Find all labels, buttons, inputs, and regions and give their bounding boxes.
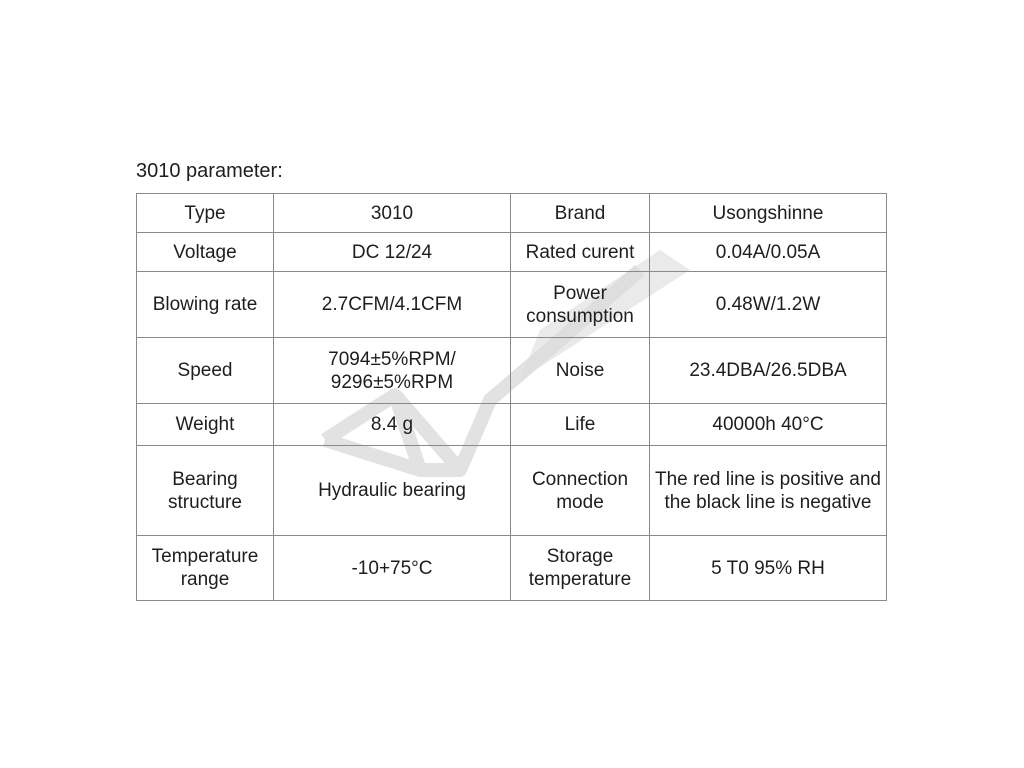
table-row: Bearing structure Hydraulic bearing Connec… [136, 445, 887, 536]
param-label: Blowing rate [136, 271, 274, 338]
param-label: Type [136, 193, 274, 233]
param-value: 0.48W/1.2W [649, 271, 887, 338]
table-row: Blowing rate 2.7CFM/4.1CFM Power consumpti… [136, 271, 887, 338]
param-label: Power consumption [510, 271, 650, 338]
table-caption: 3010 parameter: [136, 160, 283, 182]
param-label: Life [510, 403, 650, 446]
param-value: 8.4 g [273, 403, 511, 446]
param-value: 5 T0 95% RH [649, 535, 887, 601]
param-label: Noise [510, 337, 650, 404]
parameter-table: Type 3010 Brand Usongshinne Voltage DC 12/24 R… [136, 193, 887, 601]
param-label: Voltage [136, 232, 274, 272]
param-value: 0.04A/0.05A [649, 232, 887, 272]
param-label: Connection mode [510, 445, 650, 536]
param-value: Hydraulic bearing [273, 445, 511, 536]
param-value: 2.7CFM/4.1CFM [273, 271, 511, 338]
param-label: Brand [510, 193, 650, 233]
param-value: 7094±5%RPM/ 9296±5%RPM [273, 337, 511, 404]
param-label: Weight [136, 403, 274, 446]
param-value: -10+75°C [273, 535, 511, 601]
param-value: DC 12/24 [273, 232, 511, 272]
table-row: Temperature range -10+75°C Storage tempera… [136, 535, 887, 601]
param-value: Usongshinne [649, 193, 887, 233]
param-value: The red line is positive and the black l… [649, 445, 887, 536]
param-label: Bearing structure [136, 445, 274, 536]
table-row: Weight 8.4 g Life 40000h 40°C [136, 403, 887, 446]
param-label: Rated curent [510, 232, 650, 272]
table-row: Speed 7094±5%RPM/ 9296±5%RPM Noise 23.4DBA/… [136, 337, 887, 404]
param-value: 3010 [273, 193, 511, 233]
table-row: Voltage DC 12/24 Rated curent 0.04A/0.05A [136, 232, 887, 272]
param-value: 23.4DBA/26.5DBA [649, 337, 887, 404]
param-label: Storage temperature [510, 535, 650, 601]
param-label: Temperature range [136, 535, 274, 601]
param-label: Speed [136, 337, 274, 404]
table-row: Type 3010 Brand Usongshinne [136, 193, 887, 233]
param-value: 40000h 40°C [649, 403, 887, 446]
